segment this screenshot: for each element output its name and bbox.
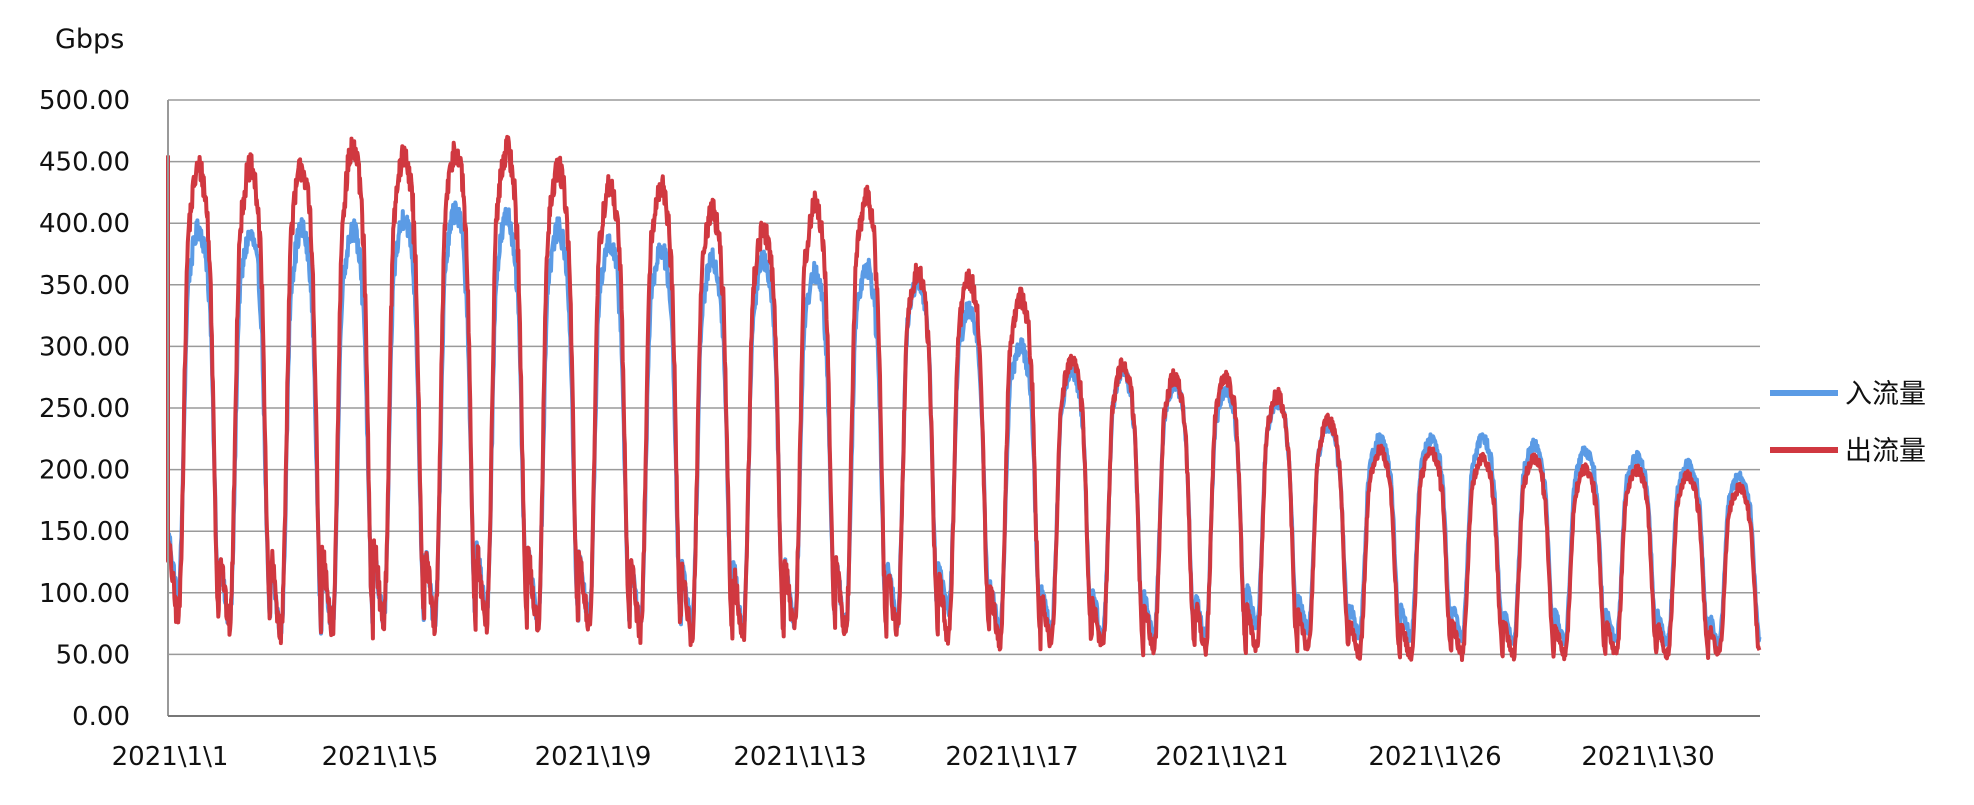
y-tick-label: 400.00 — [39, 209, 130, 239]
x-tick-label: 2021\1\26 — [1368, 742, 1501, 772]
y-tick-label: 150.00 — [39, 517, 130, 547]
y-tick-label: 350.00 — [39, 271, 130, 301]
x-tick-label: 2021\1\13 — [733, 742, 866, 772]
x-tick-label: 2021\1\9 — [535, 742, 652, 772]
y-tick-label: 100.00 — [39, 579, 130, 609]
gridlines — [168, 99, 1760, 656]
y-tick-label: 50.00 — [56, 640, 130, 670]
y-axis-unit-label: Gbps — [55, 24, 124, 55]
legend-item: 出流量 — [1770, 436, 1926, 467]
y-tick-label: 450.00 — [39, 148, 130, 178]
x-tick-labels: 2021\1\1 2021\1\5 2021\1\9 2021\1\13 2021\1\… — [112, 742, 1715, 772]
x-tick-label: 2021\1\21 — [1155, 742, 1288, 772]
y-tick-label: 500.00 — [39, 86, 130, 116]
legend-label: 出流量 — [1845, 436, 1926, 467]
x-tick-label: 2021\1\30 — [1581, 742, 1714, 772]
y-tick-label: 300.00 — [39, 332, 130, 362]
legend-label: 入流量 — [1845, 379, 1926, 410]
x-tick-label: 2021\1\1 — [112, 742, 229, 772]
y-tick-label: 0.00 — [72, 702, 130, 732]
series-lines — [166, 134, 1762, 662]
series-line-outbound — [166, 134, 1762, 662]
x-tick-label: 2021\1\5 — [322, 742, 439, 772]
series-line-inbound — [166, 200, 1762, 647]
x-tick-label: 2021\1\17 — [945, 742, 1078, 772]
y-tick-labels: 0.00 50.00 100.00 150.00 200.00 250.00 300.00 3… — [39, 86, 130, 732]
y-tick-label: 200.00 — [39, 456, 130, 486]
y-tick-label: 250.00 — [39, 394, 130, 424]
legend-item: 入流量 — [1770, 379, 1926, 410]
